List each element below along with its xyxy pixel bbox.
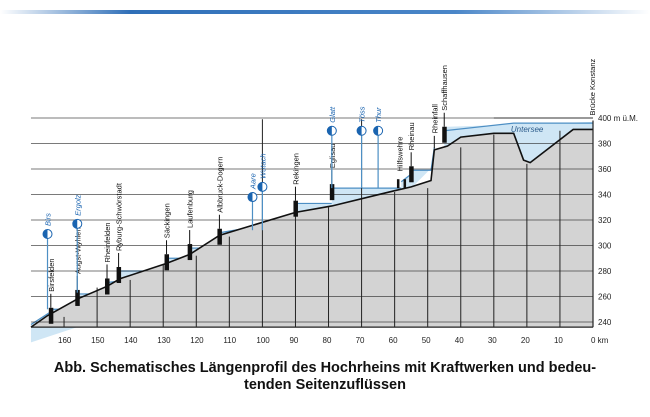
weirs-label: Hilfswehre — [396, 137, 405, 172]
power-plant-marker — [409, 166, 414, 183]
power-plant-marker — [217, 228, 222, 245]
bridge-label: Brücke Konstanz — [588, 59, 597, 116]
caption-line-1: Abb. Schematisches Längenprofil des Hoch… — [53, 360, 597, 376]
x-tick-label: 10 — [554, 336, 563, 345]
power-plant-marker — [293, 200, 298, 217]
x-tick-label: 60 — [389, 336, 398, 345]
ground-fill — [30, 129, 594, 328]
power-plant-label: Rekingen — [291, 153, 300, 185]
tributary-icon-half — [357, 126, 362, 136]
y-tick-label: 360 — [598, 165, 612, 174]
y-tick-label: 300 — [598, 242, 612, 251]
power-plant-marker — [187, 244, 193, 261]
water-surface — [444, 122, 593, 132]
x-tick-label: 150 — [91, 336, 105, 345]
x-tick-label: 70 — [356, 336, 365, 345]
x-tick-label: 50 — [422, 336, 431, 345]
x-tick-label: 20 — [521, 336, 530, 345]
x-tick-label: 140 — [124, 336, 138, 345]
power-plant-label: Albbruck-Dogern — [215, 156, 224, 212]
x-tick-label: 80 — [323, 336, 332, 345]
caption-line-2: tenden Seitenzuflüssen — [244, 377, 406, 393]
lake-label: Untersee — [511, 125, 544, 134]
power-plant-label: Birsfelden — [47, 258, 56, 291]
y-tick-label: 260 — [598, 293, 612, 302]
power-plant-label: Laufenburg — [186, 190, 195, 228]
tributary-icon-half — [373, 126, 379, 136]
tributary-icon-half — [43, 229, 48, 239]
tributary-icon-half — [72, 219, 78, 229]
weir-marker — [403, 179, 407, 189]
water-fill — [411, 147, 435, 189]
y-tick-label: 320 — [598, 216, 612, 225]
x-tick-label: 30 — [488, 336, 497, 345]
y-tick-label: 380 — [598, 140, 612, 149]
x-tick-label: 160 — [58, 336, 72, 345]
x-tick-label: 120 — [190, 336, 204, 345]
header-rule — [0, 10, 650, 14]
power-plant-marker — [329, 184, 335, 201]
x-tick-label: 100 — [256, 336, 270, 345]
power-plant-marker — [442, 126, 447, 143]
tributary-label: Ergolz — [73, 194, 82, 216]
tributary-icon-half — [327, 126, 332, 136]
tributary-label: Wutach — [258, 153, 267, 178]
power-plant-marker — [48, 307, 54, 324]
power-plant-marker — [105, 278, 110, 295]
y-tick-label: 400 m ü.M. — [598, 114, 638, 123]
figure-caption: Abb. Schematisches Längenprofil des Hoch… — [0, 360, 650, 394]
power-plant-marker — [164, 254, 170, 271]
power-plant-label: Ryburg-Schwörstadt — [115, 182, 124, 251]
weir-marker — [396, 179, 400, 189]
ground-line — [30, 128, 593, 328]
x-tick-label: 90 — [289, 336, 298, 345]
power-plant-label: Schaffhausen — [440, 65, 449, 111]
y-tick-label: 340 — [598, 191, 612, 200]
tributary-label: Birs — [44, 213, 53, 226]
tributary-label: Töss — [358, 106, 367, 123]
tributary-icon-half — [247, 192, 253, 202]
power-plant-label: Rheinfelden — [103, 222, 112, 262]
rheinfall-label: Rheinfall — [430, 104, 439, 134]
tributary-label: Thur — [374, 107, 383, 123]
power-plant-marker — [116, 267, 122, 283]
x-tick-label: 110 — [223, 336, 236, 345]
longitudinal-profile: 160 150 140 130 120 110 100 90 80 70 60 50 40 30 20 10 0… — [30, 59, 638, 345]
x-tick-label: 40 — [455, 336, 464, 345]
tributary-icon-half — [257, 182, 263, 192]
x-tick-label: 130 — [157, 336, 171, 345]
power-plant-marker — [75, 289, 80, 306]
power-plant-label: Säckingen — [163, 203, 172, 238]
tributary-label: Aare — [248, 173, 257, 190]
power-plant-label: Rheinau — [407, 122, 416, 150]
y-tick-label: 240 — [598, 318, 612, 327]
x-tick-label: 0 km — [591, 336, 609, 345]
tributary-label: Glatt — [328, 106, 337, 123]
y-tick-label: 280 — [598, 267, 612, 276]
